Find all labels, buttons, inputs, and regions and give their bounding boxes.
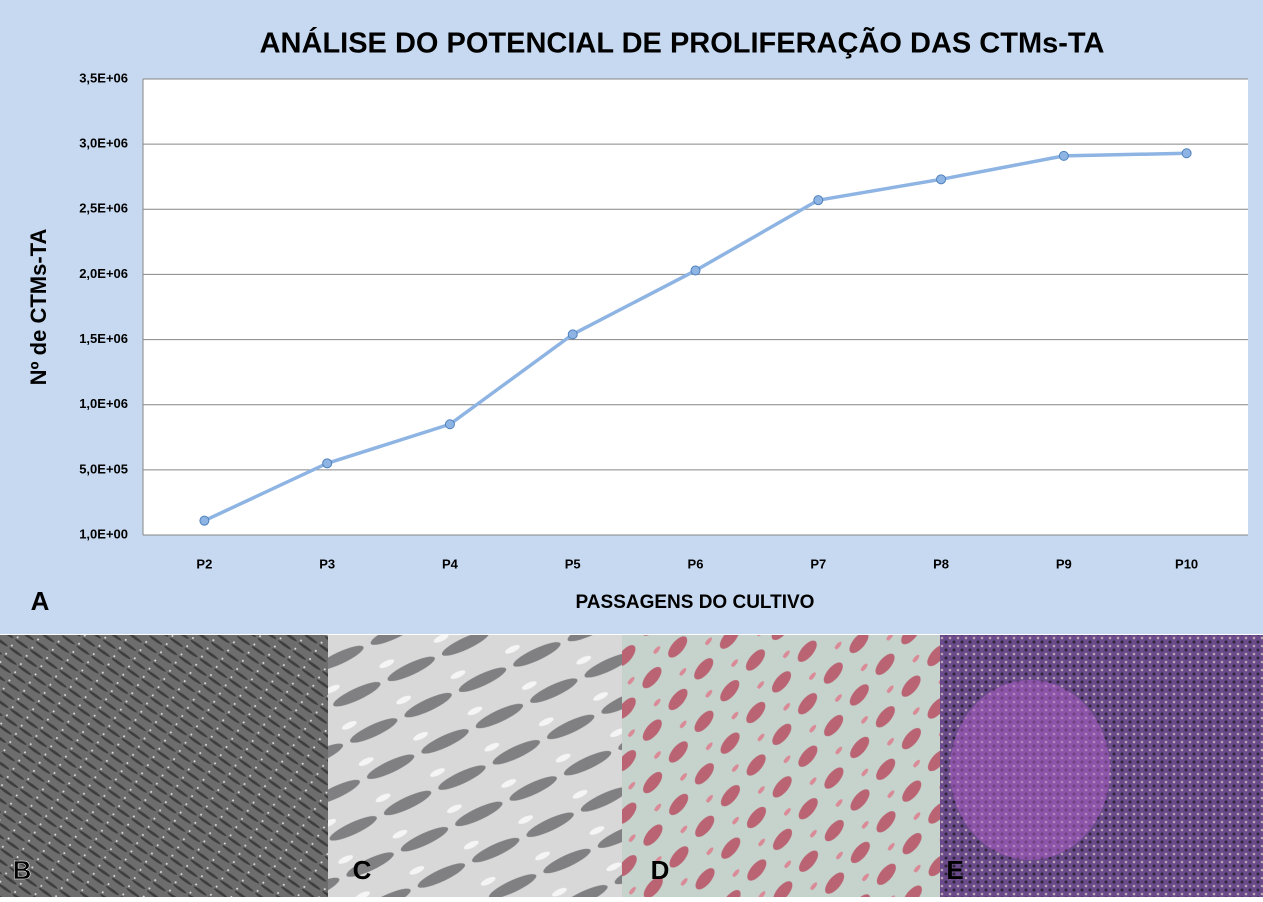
panel-label: B	[13, 855, 32, 885]
data-point	[1181, 148, 1192, 159]
micrograph-d	[622, 635, 940, 897]
x-tick-label: P6	[688, 556, 704, 571]
data-point	[322, 458, 333, 469]
x-tick-label: P5	[565, 556, 581, 571]
data-point	[1058, 150, 1069, 161]
y-tick-label: 3,5E+06	[79, 70, 128, 85]
micrograph-b	[0, 635, 328, 897]
y-tick-label: 1,0E+06	[79, 396, 128, 411]
data-point	[444, 419, 455, 430]
y-tick-label: 2,5E+06	[79, 201, 128, 216]
x-tick-label: P8	[933, 556, 949, 571]
panel-label: C	[353, 855, 372, 885]
x-tick-label: P2	[196, 556, 212, 571]
panel-label: E	[946, 855, 963, 885]
x-tick-label: P10	[1175, 556, 1198, 571]
micrograph-c	[328, 635, 622, 897]
micrograph-e-stain	[950, 680, 1110, 860]
y-tick-label: 3,0E+06	[79, 136, 128, 151]
chart-title: ANÁLISE DO POTENCIAL DE PROLIFERAÇÃO DAS…	[260, 26, 1105, 60]
y-axis-title: Nº de CTMs-TA	[26, 229, 51, 386]
y-tick-label: 1,5E+06	[79, 331, 128, 346]
panel-label: A	[31, 586, 50, 616]
data-point	[936, 174, 947, 185]
x-axis-title: PASSAGENS DO CULTIVO	[576, 592, 815, 613]
y-tick-label: 5,0E+05	[79, 461, 128, 476]
plot-area	[143, 79, 1248, 535]
x-tick-label: P9	[1056, 556, 1072, 571]
data-point	[199, 515, 210, 526]
data-point	[690, 265, 701, 276]
data-point	[813, 195, 824, 206]
y-tick-label: 2,0E+06	[79, 266, 128, 281]
data-point	[567, 329, 578, 340]
x-tick-label: P4	[442, 556, 459, 571]
x-tick-label: P7	[810, 556, 826, 571]
y-tick-label: 1,0E+00	[79, 526, 128, 541]
panel-label: D	[651, 855, 670, 885]
x-tick-label: P3	[319, 556, 335, 571]
